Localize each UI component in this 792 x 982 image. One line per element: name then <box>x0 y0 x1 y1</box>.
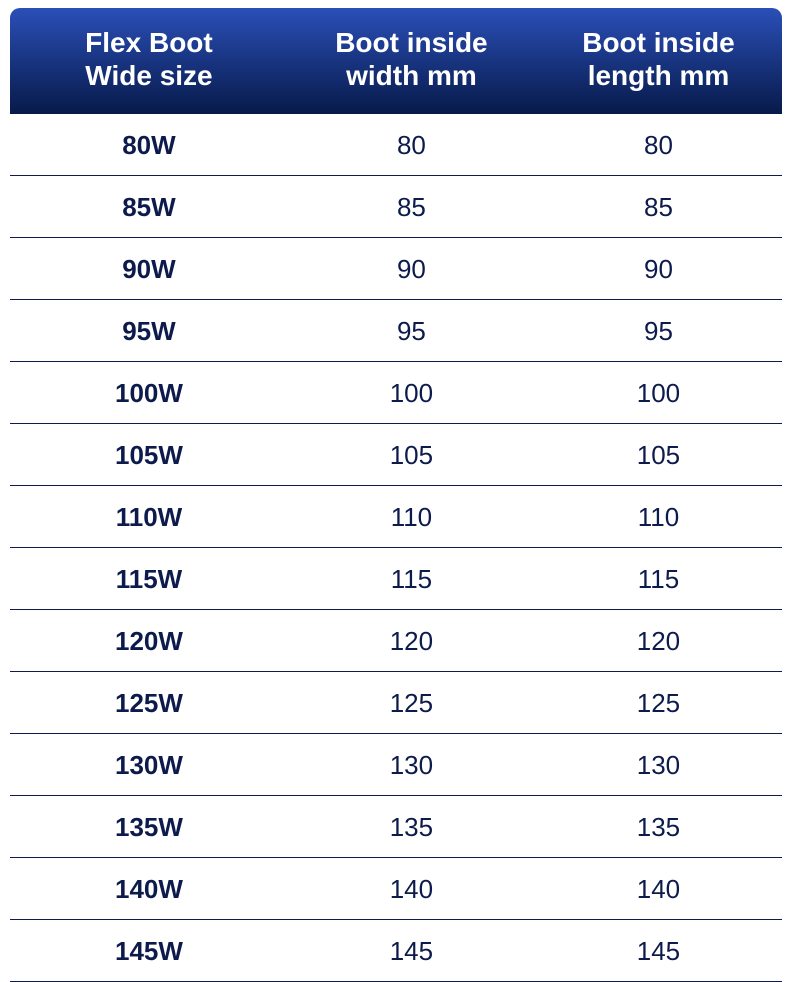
header-size: Flex BootWide size <box>10 8 288 114</box>
cell-size: 120W <box>10 610 288 672</box>
cell-length: 135 <box>535 796 782 858</box>
cell-width: 145 <box>288 920 535 982</box>
cell-size: 95W <box>10 300 288 362</box>
table-header-row: Flex BootWide size Boot insidewidth mm B… <box>10 8 782 114</box>
cell-width: 135 <box>288 796 535 858</box>
cell-length: 110 <box>535 486 782 548</box>
table-row: 110W110110 <box>10 486 782 548</box>
cell-size: 110W <box>10 486 288 548</box>
cell-width: 90 <box>288 238 535 300</box>
table-row: 120W120120 <box>10 610 782 672</box>
cell-size: 135W <box>10 796 288 858</box>
cell-width: 115 <box>288 548 535 610</box>
cell-size: 115W <box>10 548 288 610</box>
cell-length: 100 <box>535 362 782 424</box>
cell-width: 110 <box>288 486 535 548</box>
cell-size: 125W <box>10 672 288 734</box>
cell-width: 85 <box>288 176 535 238</box>
cell-length: 115 <box>535 548 782 610</box>
cell-width: 130 <box>288 734 535 796</box>
header-length: Boot insidelength mm <box>535 8 782 114</box>
cell-length: 80 <box>535 114 782 176</box>
header-width: Boot insidewidth mm <box>288 8 535 114</box>
cell-width: 100 <box>288 362 535 424</box>
cell-width: 125 <box>288 672 535 734</box>
boot-size-table: Flex BootWide size Boot insidewidth mm B… <box>10 8 782 982</box>
cell-size: 85W <box>10 176 288 238</box>
table-row: 95W9595 <box>10 300 782 362</box>
cell-length: 95 <box>535 300 782 362</box>
table-row: 115W115115 <box>10 548 782 610</box>
cell-width: 140 <box>288 858 535 920</box>
cell-size: 80W <box>10 114 288 176</box>
cell-width: 95 <box>288 300 535 362</box>
table-row: 85W8585 <box>10 176 782 238</box>
cell-size: 90W <box>10 238 288 300</box>
table-row: 130W130130 <box>10 734 782 796</box>
cell-width: 80 <box>288 114 535 176</box>
cell-length: 125 <box>535 672 782 734</box>
cell-length: 145 <box>535 920 782 982</box>
table-row: 105W105105 <box>10 424 782 486</box>
cell-size: 130W <box>10 734 288 796</box>
table-row: 135W135135 <box>10 796 782 858</box>
cell-length: 85 <box>535 176 782 238</box>
table-row: 145W145145 <box>10 920 782 982</box>
cell-length: 140 <box>535 858 782 920</box>
table-row: 90W9090 <box>10 238 782 300</box>
cell-length: 105 <box>535 424 782 486</box>
cell-size: 140W <box>10 858 288 920</box>
table-row: 140W140140 <box>10 858 782 920</box>
cell-size: 100W <box>10 362 288 424</box>
cell-size: 145W <box>10 920 288 982</box>
table-row: 80W8080 <box>10 114 782 176</box>
cell-width: 105 <box>288 424 535 486</box>
table-row: 125W125125 <box>10 672 782 734</box>
table-row: 100W100100 <box>10 362 782 424</box>
cell-size: 105W <box>10 424 288 486</box>
cell-length: 90 <box>535 238 782 300</box>
table-body: 80W808085W858590W909095W9595100W10010010… <box>10 114 782 982</box>
cell-width: 120 <box>288 610 535 672</box>
cell-length: 130 <box>535 734 782 796</box>
cell-length: 120 <box>535 610 782 672</box>
